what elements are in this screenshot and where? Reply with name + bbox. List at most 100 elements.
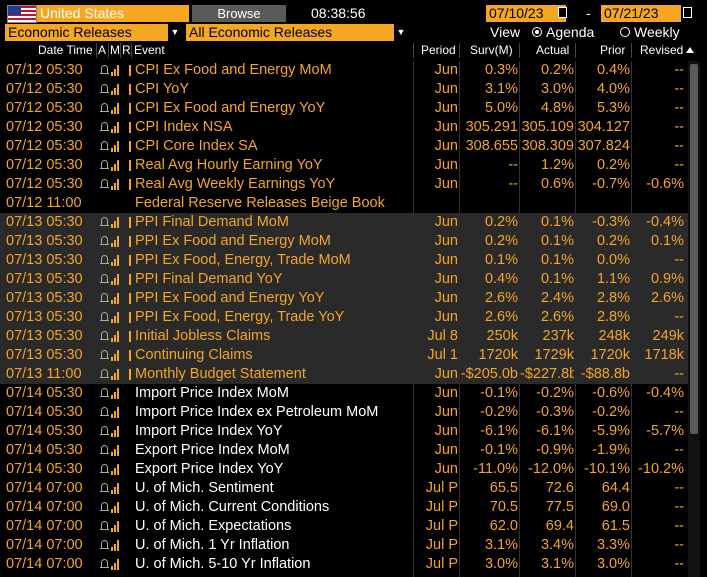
alert-bell-icon[interactable] [100,558,109,570]
table-row[interactable]: 07/12 05:30 CPI Ex Food and Energy YoY Jun… [0,99,700,118]
browse-button[interactable]: Browse [192,5,286,22]
table-row[interactable]: 07/14 07:00 U. of Mich. 5-10 Yr Inflation… [0,555,700,574]
alert-bell-icon[interactable] [100,406,109,418]
row-revised: -- [674,480,684,496]
table-row[interactable]: 07/12 05:30 Real Avg Hourly Earning YoY Ju… [0,156,700,175]
row-prior: 248k [598,328,630,344]
col-actual[interactable]: Actual [536,43,570,57]
revision-marker [129,179,131,190]
alert-bell-icon[interactable] [100,482,109,494]
alert-bell-icon[interactable] [100,444,109,456]
alert-bell-icon[interactable] [100,140,109,152]
relevance-bars-icon [111,122,119,133]
row-revised: -0.6% [646,176,684,192]
agenda-radio[interactable] [532,27,542,37]
relevance-bars-icon [111,483,119,494]
table-row[interactable]: 07/13 05:30 PPI Ex Food and Energy YoY Jun… [0,289,700,308]
row-prior: -0.6% [592,385,630,401]
col-period[interactable]: Period [421,43,456,57]
table-row[interactable]: 07/13 05:30 PPI Ex Food, Energy, Trade Yo… [0,308,700,327]
table-row[interactable]: 07/14 05:30 Export Price Index YoY Jun -11.… [0,460,700,479]
end-date-field[interactable]: 07/21/23 [601,5,681,22]
alert-bell-icon[interactable] [100,387,109,399]
table-row[interactable]: 07/13 11:00 Monthly Budget Statement Jun -$… [0,365,700,384]
table-row[interactable]: 07/13 05:30 Initial Jobless Claims Jul 8 25… [0,327,700,346]
row-datetime: 07/13 05:30 [6,233,83,249]
calendar-icon[interactable] [558,7,567,18]
weekly-option-label[interactable]: Weekly [634,24,680,40]
agenda-option-label[interactable]: Agenda [546,24,595,40]
table-row[interactable]: 07/12 05:30 CPI YoY Jun 3.1% 3.0% 4.0% -- [0,80,700,99]
alert-bell-icon[interactable] [100,235,109,247]
sort-asc-icon[interactable] [686,47,694,53]
chevron-down-icon[interactable]: ▼ [394,24,408,41]
table-row[interactable]: 07/14 05:30 Export Price Index MoM Jun -0.1… [0,441,700,460]
alert-bell-icon[interactable] [100,64,109,76]
row-event: Federal Reserve Releases Beige Book [135,195,385,211]
row-actual: 0.6% [540,176,574,192]
alert-bell-icon[interactable] [100,178,109,190]
alert-bell-icon[interactable] [100,330,109,342]
alert-bell-icon[interactable] [100,463,109,475]
alert-bell-icon[interactable] [100,216,109,228]
table-row[interactable]: 07/12 05:30 CPI Index NSA Jun 305.291 305.10… [0,118,700,137]
row-event: CPI Index NSA [135,119,233,135]
alert-bell-icon[interactable] [100,83,109,95]
revision-marker [129,65,131,76]
relevance-bars-icon [111,521,119,532]
chevron-down-icon[interactable]: ▼ [168,24,182,41]
alert-bell-icon[interactable] [100,539,109,551]
start-date-field[interactable]: 07/10/23 [486,5,566,22]
alert-bell-icon[interactable] [100,102,109,114]
weekly-radio[interactable] [620,27,630,37]
table-row[interactable]: 07/14 05:30 Import Price Index ex Petrole… [0,403,700,422]
table-row[interactable]: 07/12 05:30 CPI Core Index SA Jun 308.655 30… [0,137,700,156]
alert-bell-icon[interactable] [100,292,109,304]
col-datetime[interactable]: Date Time [38,43,93,57]
alert-bell-icon[interactable] [100,273,109,285]
table-row[interactable]: 07/14 07:00 U. of Mich. Sentiment Jul P 65.… [0,479,700,498]
alert-bell-icon[interactable] [100,368,109,380]
col-a[interactable]: A [98,43,107,57]
alert-bell-icon[interactable] [100,520,109,532]
alert-bell-icon[interactable] [100,349,109,361]
row-actual: 1.2% [540,157,574,173]
col-survey[interactable]: Surv(M) [470,43,513,57]
table-row[interactable]: 07/13 05:30 PPI Final Demand YoY Jun 0.4% 0.… [0,270,700,289]
scope-dropdown[interactable]: All Economic Releases ▼ [186,24,408,41]
row-event: PPI Ex Food and Energy YoY [135,290,325,306]
calendar-icon[interactable] [683,7,692,18]
table-row[interactable]: 07/14 07:00 U. of Mich. 1 Yr Inflation Jul… [0,536,700,555]
alert-bell-icon[interactable] [100,254,109,266]
alert-bell-icon[interactable] [100,121,109,133]
table-row[interactable]: 07/13 05:30 Continuing Claims Jul 1 1720k 17… [0,346,700,365]
table-row[interactable]: 07/12 11:00 Federal Reserve Releases Beig… [0,194,700,213]
table-row[interactable]: 07/14 05:30 Import Price Index YoY Jun -6.1… [0,422,700,441]
row-period: Jun [434,100,458,116]
row-event: U. of Mich. Sentiment [135,480,274,496]
category-dropdown[interactable]: Economic Releases ▼ [5,24,182,41]
table-row[interactable]: 07/13 05:30 PPI Ex Food, Energy, Trade Mo… [0,251,700,270]
table-row[interactable]: 07/13 05:30 PPI Ex Food and Energy MoM Jun… [0,232,700,251]
table-row[interactable]: 07/13 05:30 PPI Final Demand MoM Jun 0.2% 0.… [0,213,700,232]
row-revised: 1718k [644,347,684,363]
col-event[interactable]: Event [134,43,165,57]
table-row[interactable]: 07/14 07:00 U. of Mich. Expectations Jul P… [0,517,700,536]
col-r[interactable]: R [122,43,131,57]
col-m[interactable]: M [110,43,120,57]
col-revised[interactable]: Revised [640,43,684,57]
table-row[interactable]: 07/14 07:00 U. of Mich. Current Condition… [0,498,700,517]
row-period: Jun [434,309,458,325]
clock-time: 08:38:56 [311,5,366,21]
alert-bell-icon[interactable] [100,425,109,437]
alert-bell-icon[interactable] [100,311,109,323]
scrollbar-thumb[interactable] [690,64,698,434]
table-row[interactable]: 07/12 05:30 CPI Ex Food and Energy MoM Jun… [0,61,700,80]
col-prior[interactable]: Prior [600,43,626,57]
alert-bell-icon[interactable] [100,159,109,171]
alert-bell-icon[interactable] [100,501,109,513]
table-row[interactable]: 07/14 05:30 Import Price Index MoM Jun -0.1… [0,384,700,403]
country-selector[interactable]: United States [37,5,189,22]
row-revised: -- [674,81,684,97]
table-row[interactable]: 07/12 05:30 Real Avg Weekly Earnings YoY J… [0,175,700,194]
